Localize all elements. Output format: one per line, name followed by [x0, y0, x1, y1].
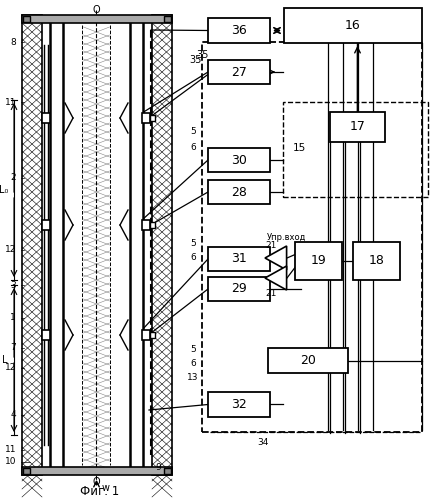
- Text: 4: 4: [10, 410, 16, 420]
- Bar: [141, 330, 150, 340]
- Text: 16: 16: [344, 19, 360, 32]
- Bar: [207, 277, 270, 301]
- Text: 7: 7: [10, 344, 16, 352]
- Bar: [150, 115, 155, 121]
- Text: 9: 9: [155, 464, 161, 472]
- Text: 18: 18: [368, 254, 384, 268]
- Text: 2: 2: [10, 174, 16, 182]
- Text: 6: 6: [190, 358, 195, 368]
- Text: 32: 32: [230, 398, 247, 411]
- Polygon shape: [264, 246, 286, 270]
- Text: 31: 31: [230, 252, 247, 266]
- Bar: [207, 18, 270, 43]
- Text: 30: 30: [230, 154, 247, 166]
- Bar: [150, 222, 155, 228]
- Text: 17: 17: [349, 120, 365, 134]
- Bar: [130, 20, 143, 470]
- Text: 12: 12: [5, 364, 16, 372]
- Text: 5: 5: [190, 240, 195, 248]
- Bar: [42, 220, 50, 230]
- Text: 11: 11: [4, 98, 16, 106]
- Text: 36: 36: [230, 24, 247, 37]
- Bar: [42, 113, 50, 123]
- Bar: [352, 242, 399, 280]
- Bar: [141, 220, 150, 230]
- Text: 29: 29: [230, 282, 247, 296]
- Text: O: O: [92, 477, 100, 487]
- Text: 27: 27: [230, 66, 247, 78]
- Bar: [207, 180, 270, 204]
- Bar: [207, 148, 270, 172]
- Bar: [164, 16, 171, 22]
- Bar: [22, 467, 171, 475]
- Bar: [294, 242, 341, 280]
- Bar: [151, 15, 171, 475]
- Text: 21: 21: [265, 288, 276, 298]
- Text: 35: 35: [189, 55, 202, 65]
- Bar: [283, 102, 427, 197]
- Text: 8: 8: [10, 38, 16, 46]
- Text: 35: 35: [196, 50, 209, 60]
- Bar: [50, 20, 63, 470]
- Bar: [267, 348, 347, 373]
- Bar: [329, 112, 384, 142]
- Text: 15: 15: [293, 143, 306, 153]
- Text: 19: 19: [310, 254, 326, 268]
- Text: 12: 12: [5, 246, 16, 254]
- Text: O: O: [92, 5, 100, 15]
- Text: 20: 20: [299, 354, 315, 367]
- Bar: [23, 468, 30, 474]
- Bar: [150, 332, 155, 338]
- Text: 13: 13: [187, 374, 198, 382]
- Text: 5: 5: [190, 128, 195, 136]
- Text: 6: 6: [190, 254, 195, 262]
- Text: 10: 10: [4, 458, 16, 466]
- Text: 11: 11: [4, 446, 16, 454]
- Text: 1: 1: [10, 314, 16, 322]
- Text: L: L: [3, 355, 8, 365]
- Bar: [23, 16, 30, 22]
- Bar: [22, 15, 42, 475]
- Bar: [42, 330, 50, 340]
- Text: 34: 34: [257, 438, 268, 448]
- Bar: [164, 468, 171, 474]
- Bar: [141, 113, 150, 123]
- Text: L₀: L₀: [0, 185, 8, 195]
- Text: 5: 5: [190, 346, 195, 354]
- Text: 3: 3: [10, 280, 16, 289]
- Bar: [207, 60, 270, 84]
- Text: w: w: [101, 483, 109, 493]
- Bar: [207, 392, 270, 417]
- Bar: [207, 247, 270, 271]
- Polygon shape: [264, 266, 286, 290]
- Text: 21: 21: [265, 240, 276, 250]
- Bar: [283, 8, 421, 43]
- Bar: [201, 42, 421, 432]
- Text: Фиг. 1: Фиг. 1: [80, 486, 119, 498]
- Text: 6: 6: [190, 142, 195, 152]
- Bar: [22, 15, 171, 23]
- Text: Упр.вход: Упр.вход: [266, 232, 306, 241]
- Text: 28: 28: [230, 186, 247, 198]
